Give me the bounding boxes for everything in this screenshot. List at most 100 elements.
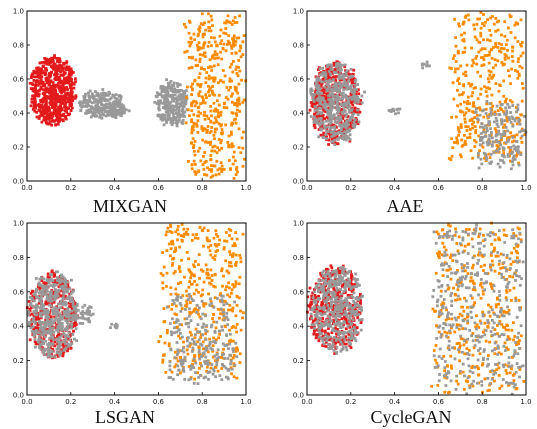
- point: [214, 250, 218, 253]
- point: [486, 18, 489, 22]
- point: [341, 91, 345, 95]
- point: [89, 306, 93, 309]
- point: [336, 68, 340, 72]
- point: [58, 76, 61, 79]
- point: [325, 68, 329, 72]
- point: [100, 106, 103, 110]
- point: [48, 353, 52, 357]
- point: [457, 130, 461, 134]
- point: [452, 97, 456, 101]
- point: [52, 109, 56, 113]
- point: [498, 147, 501, 151]
- point: [513, 157, 517, 161]
- point: [218, 34, 222, 38]
- point: [89, 115, 93, 119]
- point: [50, 100, 54, 104]
- point: [86, 307, 90, 310]
- point: [210, 114, 213, 118]
- point: [184, 322, 188, 326]
- point: [40, 307, 44, 311]
- point: [220, 294, 224, 298]
- point: [35, 295, 38, 298]
- point: [491, 104, 495, 108]
- point: [510, 115, 514, 119]
- point: [165, 104, 169, 107]
- point: [498, 49, 501, 53]
- point: [333, 97, 337, 101]
- point: [161, 358, 165, 362]
- point: [327, 114, 331, 118]
- point: [483, 124, 487, 128]
- point: [352, 122, 356, 126]
- point: [492, 151, 496, 154]
- point: [175, 123, 179, 126]
- point: [347, 119, 351, 123]
- point: [221, 69, 225, 72]
- point: [336, 93, 340, 97]
- point: [353, 96, 357, 100]
- point: [223, 344, 227, 347]
- point: [240, 78, 243, 82]
- point: [329, 106, 333, 110]
- point: [325, 267, 329, 271]
- point: [39, 309, 43, 313]
- point: [450, 115, 453, 119]
- point: [486, 77, 490, 81]
- point: [109, 96, 113, 100]
- point: [347, 333, 351, 336]
- point: [333, 140, 337, 144]
- point: [47, 352, 50, 356]
- point: [73, 315, 77, 318]
- point: [351, 97, 355, 100]
- point: [234, 282, 238, 285]
- point: [81, 322, 85, 325]
- point: [347, 79, 351, 83]
- point: [175, 341, 179, 344]
- point: [165, 78, 168, 82]
- point: [199, 333, 203, 336]
- point: [209, 129, 213, 133]
- point: [230, 46, 234, 50]
- point: [203, 68, 206, 71]
- point: [112, 94, 116, 98]
- point: [64, 68, 68, 71]
- point: [56, 342, 60, 346]
- point: [107, 90, 111, 94]
- point: [344, 138, 348, 142]
- point: [64, 337, 68, 341]
- point: [231, 70, 235, 74]
- point: [217, 111, 220, 115]
- point: [215, 357, 219, 360]
- point: [209, 105, 213, 108]
- point: [38, 306, 42, 310]
- point: [170, 104, 174, 108]
- point: [332, 89, 336, 92]
- point: [180, 101, 183, 105]
- point: [201, 312, 205, 316]
- point: [241, 146, 245, 150]
- point: [63, 277, 67, 281]
- point: [211, 344, 215, 348]
- point: [216, 146, 220, 149]
- x-tick-label: 0.2: [65, 184, 76, 192]
- point: [512, 156, 515, 160]
- point: [42, 303, 45, 307]
- point: [510, 55, 514, 58]
- point: [331, 95, 335, 98]
- point: [63, 309, 67, 313]
- point: [350, 303, 354, 307]
- point: [335, 62, 338, 66]
- point: [46, 89, 50, 93]
- point: [207, 273, 210, 277]
- point: [326, 89, 330, 93]
- point: [239, 44, 242, 48]
- point: [178, 302, 182, 305]
- point: [314, 90, 317, 93]
- point: [112, 112, 116, 116]
- point: [50, 299, 54, 303]
- point: [236, 91, 240, 95]
- point: [168, 230, 172, 233]
- point: [26, 313, 30, 317]
- point: [187, 365, 191, 368]
- point: [350, 73, 354, 77]
